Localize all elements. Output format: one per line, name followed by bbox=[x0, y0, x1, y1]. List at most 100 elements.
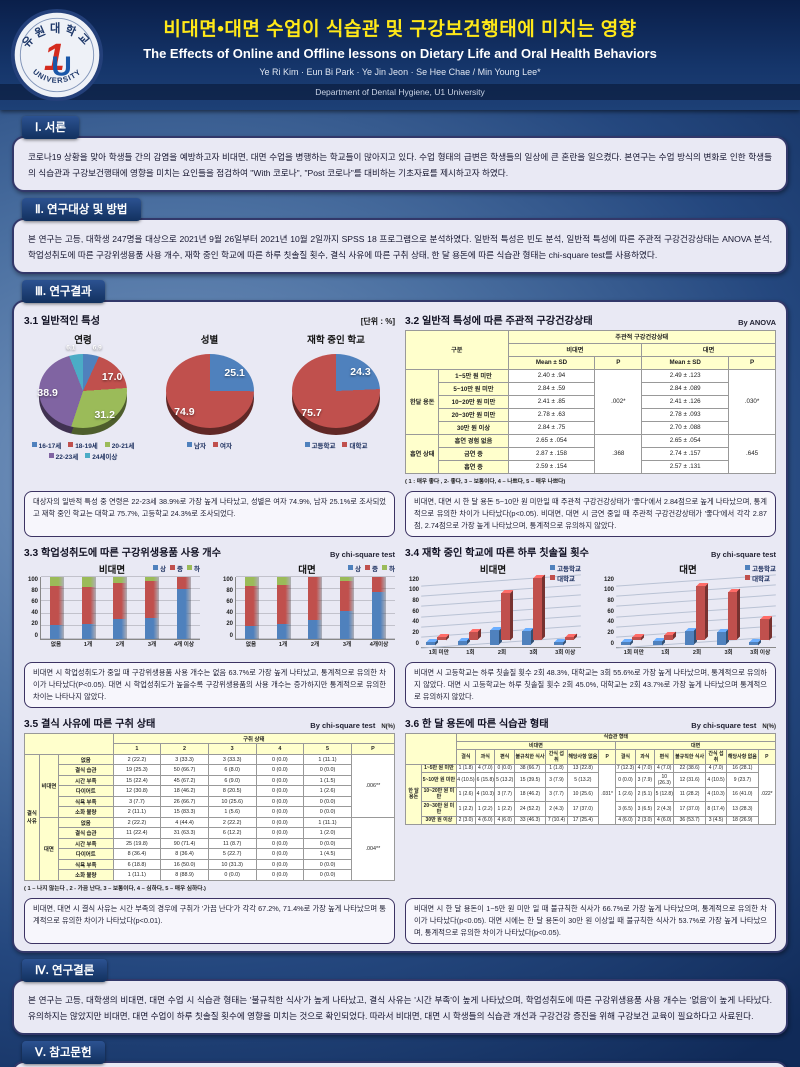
table-cell: 17 (37.0) bbox=[673, 801, 706, 817]
table-cell: 불규칙한 식사 bbox=[673, 749, 706, 765]
bar-group bbox=[684, 577, 708, 647]
table-cell: 16 (50.0) bbox=[160, 858, 209, 871]
table-cell: .645 bbox=[728, 433, 776, 474]
result-3-1-title: 3.1 일반적인 특성 bbox=[24, 315, 101, 327]
section-label-introduction: Ⅰ. 서론 bbox=[22, 116, 79, 139]
table-cell: 편식 bbox=[494, 749, 515, 765]
table-cell: 비대면 bbox=[507, 342, 643, 357]
pie-title: 성별 bbox=[200, 334, 219, 346]
x-axis: 1회 미만 1회 2회 3회 3회 이상 bbox=[618, 648, 776, 656]
plot-area bbox=[235, 575, 395, 640]
section-results: Ⅲ. 연구결과 3.1 일반적인 특성 [단위 : %] 연령 6.9 17.0 31… bbox=[12, 279, 788, 953]
table-cell: 3 (7.7) bbox=[112, 795, 162, 808]
eating-habits-table: 식습관 형태 비대면 대면 결식 과식 편식 불규칙한 식사 간식 섭취 해당사항 없음 P 결식 과… bbox=[404, 732, 777, 825]
table-cell: 2.84 ± .59 bbox=[507, 381, 596, 396]
table-cell: 1 (5.6) bbox=[207, 806, 257, 818]
result-3-6-unit: N(%) bbox=[762, 723, 776, 730]
result-3-1-note: 대상자의 일반적 특성 중 연령은 22-23세 38.9%로 가장 높게 나타… bbox=[24, 490, 395, 537]
bar-3d bbox=[749, 639, 761, 645]
result-3-6-block: 3.6 한 달 용돈에 따른 식습관 형태 By chi-square test… bbox=[404, 714, 777, 892]
table-cell: 1 bbox=[112, 743, 162, 755]
table-cell: 4 (6.0) bbox=[494, 815, 515, 825]
y-tick: 20 bbox=[607, 629, 614, 636]
section-label-references: Ⅴ. 참고문헌 bbox=[22, 1040, 105, 1064]
result-3-3-note: 비대면 시 학업성취도가 중일 때 구강위생용품 사용 개수는 없음 63.7%… bbox=[24, 661, 395, 708]
table-cell: 1 (2.2) bbox=[475, 801, 496, 817]
x-label: 4개이상 bbox=[369, 641, 389, 648]
table-cell: 11 (22.4) bbox=[112, 827, 162, 839]
x-label: 3개 bbox=[147, 641, 157, 648]
table-cell: 4 (10.3) bbox=[475, 786, 496, 802]
table-cell: 13 (28.3) bbox=[726, 801, 759, 817]
y-tick: 60 bbox=[31, 599, 38, 606]
legend-swatch bbox=[187, 565, 193, 571]
table-cell: 6 (9.0) bbox=[207, 774, 257, 787]
table-cell: 8 (88.9) bbox=[160, 869, 209, 881]
table-cell: 19 (25.3) bbox=[112, 764, 162, 776]
anova-table: 구분 주관적 구강건강상태 비대면 대면 Mean ± SD P Mean ± SD P 한달 … bbox=[404, 329, 777, 474]
result-3-5-note: 비대면, 대면 시 결식 사유는 시간 부족의 경우에 구취가 '가끔 난다'가… bbox=[24, 897, 395, 944]
bar-3d bbox=[685, 627, 697, 645]
affiliation: Department of Dental Hygiene, U1 Univers… bbox=[315, 87, 485, 97]
legend-label: 여자 bbox=[220, 442, 232, 450]
table-cell: 4 (7.0) bbox=[654, 763, 675, 774]
table-cell: 0 (0.0) bbox=[255, 806, 305, 818]
table-cell: 3 (7.7) bbox=[545, 786, 568, 802]
table-cell: 30만 원 이상 bbox=[421, 815, 457, 825]
table-cell: 한 달 용돈 bbox=[404, 763, 423, 825]
x-label: 없음 bbox=[245, 641, 257, 648]
y-axis: 120 100 80 60 40 20 0 bbox=[405, 577, 421, 647]
y-tick: 100 bbox=[408, 587, 419, 594]
table-cell: 1 (2.2) bbox=[455, 801, 477, 817]
table-cell: 2.74 ± .157 bbox=[641, 446, 730, 461]
bar-segment-중 bbox=[276, 585, 291, 624]
legend-label: 상 bbox=[160, 565, 167, 573]
table-cell: 1 (4.5) bbox=[303, 848, 352, 860]
x-label: 1회 미만 bbox=[428, 649, 449, 656]
table-cell: 없음 bbox=[58, 753, 114, 766]
table-cell: 4 (6.0) bbox=[654, 815, 675, 825]
table-row: 20~30만 원 미만 2.78 ± .63 2.78 ± .093 bbox=[406, 407, 776, 422]
y-tick: 80 bbox=[607, 597, 614, 604]
bar-segment-하 bbox=[113, 576, 128, 584]
table-cell: .368 bbox=[594, 433, 643, 474]
table-row: 한 달 용돈 1~5만 원 미만 1 (1.8) 4 (7.0) 0 (0.0) 38 (… bbox=[404, 763, 777, 825]
table-cell: 3 (7.7) bbox=[494, 786, 515, 802]
bar-segment-하 bbox=[340, 576, 355, 582]
y-tick: 0 bbox=[229, 632, 233, 639]
legend-swatch bbox=[348, 565, 354, 571]
table-cell: P bbox=[597, 749, 617, 765]
table-row: 대면 없음 2 (22.2) 4 (44.4) 2 (22.2) 0 (0.0) 1 (11… bbox=[25, 816, 396, 881]
header: 유원대학교 UNIVERSITY 1 U 비대면•대면 수업이 식습관 및 구강… bbox=[0, 0, 800, 110]
pie-value-label: 38.9 bbox=[37, 387, 58, 400]
bar-segment-하 bbox=[244, 576, 259, 586]
chart-body: 100 80 60 40 20 0 bbox=[219, 575, 395, 640]
table-cell: 2.70 ± .088 bbox=[641, 420, 730, 435]
stacked-bar bbox=[177, 576, 192, 639]
table-cell: 6 (12.2) bbox=[207, 827, 257, 839]
plot-area bbox=[421, 574, 581, 649]
table-cell: .002* bbox=[594, 368, 643, 435]
bar-group bbox=[652, 577, 676, 647]
table-cell: 소화 불량 bbox=[58, 869, 114, 881]
oral-health-status-table: 구분 주관적 구강건강상태 비대면 대면 Mean ± SD P Mean ± SD P 한달 … bbox=[404, 329, 777, 474]
x-label: 2개 bbox=[115, 641, 125, 648]
table-cell: 편식 bbox=[654, 749, 675, 765]
x-label: 4개 이상 bbox=[173, 641, 195, 648]
table-cell: 18 (46.2) bbox=[513, 786, 547, 802]
bar-segment-하 bbox=[276, 576, 291, 586]
chart-title: 대면 bbox=[298, 564, 316, 576]
result-3-5-unit: N(%) bbox=[381, 723, 395, 730]
bar-segment-상 bbox=[81, 624, 96, 639]
table-cell: 5~10만 원 미만 bbox=[421, 772, 457, 788]
table-cell: 15 (39.5) bbox=[513, 772, 547, 788]
table-cell: 15 (22.4) bbox=[112, 774, 162, 787]
bar-segment-상 bbox=[308, 620, 323, 639]
chart-header: 대면 상 중 하 bbox=[219, 562, 395, 576]
table-cell: 2 (5.1) bbox=[634, 786, 656, 802]
table-cell: 0 (0.0) bbox=[303, 795, 352, 808]
result-3-5-byline: By chi-square test bbox=[310, 720, 376, 730]
x-label: 2회 bbox=[497, 649, 507, 656]
result-3-1-block: 3.1 일반적인 특성 [단위 : %] 연령 6.9 17.0 31.2 38.9 6.… bbox=[24, 311, 395, 485]
references-panel: [1]Lee SH. Eating Habits and Use of Deli… bbox=[12, 1060, 788, 1067]
